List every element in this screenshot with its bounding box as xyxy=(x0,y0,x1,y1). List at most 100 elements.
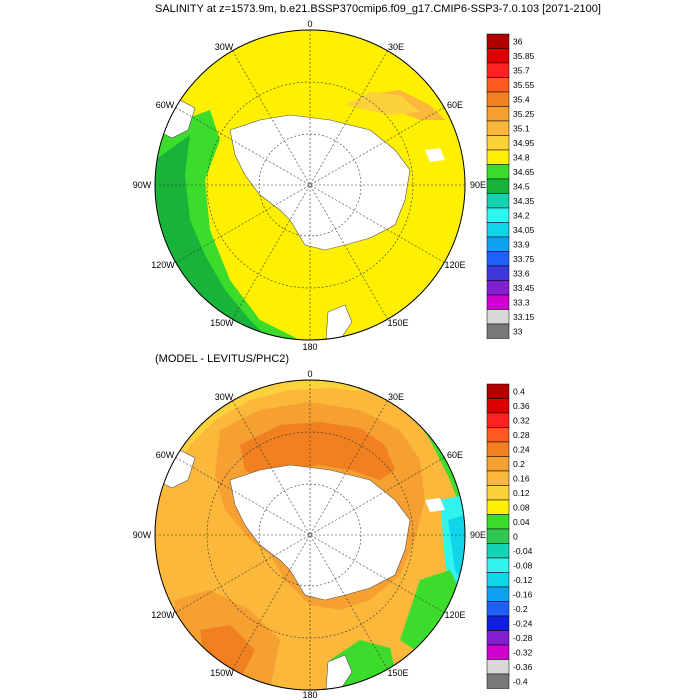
top-colorbar-label: 34.65 xyxy=(513,167,535,177)
top-colorbar-swatch xyxy=(486,193,510,209)
bottom-colorbar-swatch xyxy=(486,644,510,660)
top-colorbar-label: 36 xyxy=(513,36,523,46)
top-colorbar-swatch xyxy=(486,323,510,339)
top-lon-120w: 120W xyxy=(151,260,175,270)
bottom-colorbar-label: -0.04 xyxy=(513,546,533,556)
top-colorbar-swatch xyxy=(486,164,510,180)
bottom-lon-150w: 150W xyxy=(210,668,234,678)
top-colorbar-label: 34.5 xyxy=(513,181,530,191)
top-colorbar-swatch xyxy=(486,106,510,122)
top-colorbar-label: 33.3 xyxy=(513,297,530,307)
bottom-colorbar-swatch xyxy=(486,586,510,602)
bottom-colorbar-label: 0.12 xyxy=(513,488,530,498)
bottom-colorbar: 0.4 0.36 0.32 0.28 0.24 0.2 0.16 0.12 0.08 0.04 0 -… xyxy=(486,383,533,689)
bottom-lon-60e: 60E xyxy=(447,450,463,460)
top-lon-150e: 150E xyxy=(387,318,408,328)
bottom-colorbar-swatch xyxy=(486,398,510,414)
bottom-colorbar-label: 0 xyxy=(513,531,518,541)
bottom-blue-patch xyxy=(448,515,465,585)
bottom-lon-60w: 60W xyxy=(156,450,175,460)
top-map-border xyxy=(154,29,466,341)
top-colorbar-swatch xyxy=(486,222,510,238)
top-colorbar-swatch xyxy=(486,120,510,136)
top-panel-title: SALINITY at z=1573.9m, b.e21.BSSP370cmip… xyxy=(155,3,601,15)
bottom-colorbar-label: -0.4 xyxy=(513,676,528,686)
top-lon-60w: 60W xyxy=(156,100,175,110)
top-colorbar-swatch xyxy=(486,309,510,325)
bottom-colorbar-swatch xyxy=(486,630,510,646)
bottom-lon-labels: 0 30E 60E 90E 120E 150E 180 150W 120W 90… xyxy=(133,369,486,700)
top-colorbar-label: 34.8 xyxy=(513,152,530,162)
bottom-colorbar-label: -0.08 xyxy=(513,560,533,570)
top-colorbar-label: 34.95 xyxy=(513,138,535,148)
bottom-colorbar-label: -0.36 xyxy=(513,662,533,672)
top-colorbar-label: 33.45 xyxy=(513,283,535,293)
bottom-lon-0: 0 xyxy=(307,369,312,379)
top-graticule xyxy=(155,30,465,340)
top-lon-30w: 30W xyxy=(215,42,234,52)
bottom-colorbar-swatch xyxy=(486,470,510,486)
top-colorbar-swatch xyxy=(486,62,510,78)
top-kerguelen xyxy=(425,148,445,162)
bottom-colorbar-swatch xyxy=(486,514,510,530)
bottom-colorbar-swatch xyxy=(486,499,510,515)
bottom-colorbar-label: 0.28 xyxy=(513,430,530,440)
top-colorbar-label: 35.4 xyxy=(513,94,530,104)
bottom-colorbar-swatch xyxy=(486,673,510,689)
bottom-lon-120w: 120W xyxy=(151,610,175,620)
top-lon-labels: 0 30E 60E 90E 120E 150E 180 150W 120W 90… xyxy=(133,19,486,352)
bottom-kerguelen xyxy=(425,498,445,512)
top-lon-60e: 60E xyxy=(447,100,463,110)
bottom-colorbar-label: 0.4 xyxy=(513,386,525,396)
top-colorbar-swatch xyxy=(486,48,510,64)
bottom-colorbar-label: -0.28 xyxy=(513,633,533,643)
bottom-orange-core xyxy=(240,422,395,480)
top-colorbar-label: 33.6 xyxy=(513,268,530,278)
top-lon-150w: 150W xyxy=(210,318,234,328)
bottom-colorbar-swatch xyxy=(486,572,510,588)
top-colorbar-swatch xyxy=(486,265,510,281)
top-colorbar-swatch xyxy=(486,251,510,267)
bottom-colorbar-swatch xyxy=(486,557,510,573)
top-colorbar-label: 33.75 xyxy=(513,254,535,264)
top-colorbar-label: 33 xyxy=(513,326,523,336)
top-colorbar-swatch xyxy=(486,135,510,151)
bottom-map-border xyxy=(154,379,466,691)
bottom-colorbar-label: 0.04 xyxy=(513,517,530,527)
bottom-lon-120e: 120E xyxy=(444,610,465,620)
bottom-colorbar-swatch xyxy=(486,383,510,399)
top-colorbar-label: 33.9 xyxy=(513,239,530,249)
top-colorbar-swatch xyxy=(486,178,510,194)
bottom-colorbar-swatch xyxy=(486,615,510,631)
bottom-colorbar-swatch xyxy=(486,659,510,675)
bottom-new-zealand xyxy=(325,654,353,690)
top-colorbar-swatch xyxy=(486,77,510,93)
top-colorbar-swatch xyxy=(486,280,510,296)
top-colorbar-swatch xyxy=(486,149,510,165)
bottom-colorbar-swatch xyxy=(486,543,510,559)
top-lon-120e: 120E xyxy=(444,260,465,270)
top-lon-30e: 30E xyxy=(388,42,404,52)
bottom-yellow-rim xyxy=(155,380,465,500)
bottom-lon-150e: 150E xyxy=(387,668,408,678)
bottom-lon-30w: 30W xyxy=(215,392,234,402)
top-new-zealand xyxy=(325,304,353,340)
bottom-colorbar-swatch xyxy=(486,528,510,544)
top-colorbar-swatch xyxy=(486,294,510,310)
bottom-lon-180: 180 xyxy=(302,690,317,700)
top-colorbar-label: 35.85 xyxy=(513,51,535,61)
bottom-lon-90w: 90W xyxy=(133,530,152,540)
bottom-lon-30e: 30E xyxy=(388,392,404,402)
bottom-lon-90e: 90E xyxy=(470,530,486,540)
top-colorbar-label: 35.1 xyxy=(513,123,530,133)
top-colorbar-label: 35.55 xyxy=(513,80,535,90)
bottom-colorbar-label: 0.24 xyxy=(513,444,530,454)
top-colorbar-label: 34.2 xyxy=(513,210,530,220)
bottom-map xyxy=(155,380,465,690)
top-map xyxy=(155,30,465,340)
top-colorbar-label: 33.15 xyxy=(513,312,535,322)
bottom-colorbar-label: 0.16 xyxy=(513,473,530,483)
bottom-colorbar-label: 0.36 xyxy=(513,401,530,411)
top-lon-180: 180 xyxy=(302,342,317,352)
